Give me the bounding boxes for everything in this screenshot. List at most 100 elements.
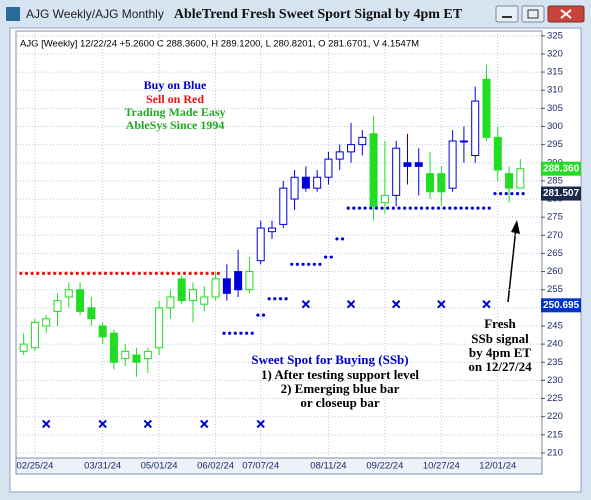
plot: 2102152202252302352402452502552602652702… [16, 30, 581, 472]
support-dot [261, 313, 266, 317]
resistance-dot [92, 271, 96, 275]
candle-body [53, 300, 62, 312]
maximize-icon [527, 9, 539, 19]
support-dot [284, 297, 288, 301]
y-tick-label: 245 [547, 320, 563, 331]
price-tag-label: 250.695 [543, 300, 580, 311]
minimize-button[interactable] [495, 5, 519, 23]
signal-x [346, 300, 356, 309]
support-dot [295, 262, 299, 266]
candle-body [471, 100, 480, 156]
x-tick-label: 08/11/24 [310, 461, 346, 472]
resistance-dot [126, 271, 130, 275]
resistance-dot [19, 271, 23, 275]
y-tick-label: 270 [547, 230, 563, 241]
y-tick-label: 320 [547, 48, 563, 59]
resistance-dot [81, 271, 85, 275]
close-icon [560, 9, 572, 19]
candle-body [403, 162, 412, 167]
support-dot [233, 331, 237, 335]
resistance-dot [154, 271, 158, 275]
annotation: SSb signal [471, 331, 529, 346]
candle-body [347, 144, 356, 153]
resistance-dot [177, 271, 181, 275]
support-dot [250, 331, 254, 335]
support-dot [448, 206, 452, 210]
candle-body [313, 176, 322, 189]
chart-title: AbleTrend Fresh Sweet Sport Signal by 4p… [174, 7, 463, 22]
signal-x [391, 300, 401, 309]
y-tick-label: 265 [547, 248, 563, 259]
candle-body [42, 318, 51, 327]
candle-body [166, 296, 175, 309]
y-tick-label: 230 [547, 375, 563, 386]
support-dot [425, 206, 429, 210]
resistance-dot [182, 271, 187, 275]
price-tag-label: 281.507 [543, 188, 580, 199]
y-tick-label: 285 [547, 175, 563, 186]
annotation: Buy on Blue [144, 78, 207, 92]
arrow-head [511, 220, 520, 234]
support-dot [222, 331, 226, 335]
candle-body [301, 176, 310, 189]
candle-body [87, 307, 96, 320]
resistance-dot [98, 271, 102, 275]
annotation: on 12/27/24 [468, 359, 532, 374]
candle-body [19, 343, 28, 352]
resistance-dot [149, 271, 153, 275]
support-dot [386, 206, 390, 210]
x-tick-label: 03/31/24 [84, 461, 121, 472]
support-dot [307, 262, 311, 266]
candle-body [234, 271, 243, 291]
resistance-dot [109, 271, 113, 275]
resistance-dot [70, 271, 74, 275]
signal-x [42, 419, 51, 429]
support-dot [324, 255, 328, 259]
support-dot [340, 237, 345, 241]
candle-body [369, 133, 378, 207]
support-dot [239, 331, 243, 335]
resistance-dot [194, 271, 198, 275]
annotation: Trading Made Easy [124, 105, 225, 119]
x-tick-label: 12/01/24 [479, 461, 516, 472]
support-dot [335, 237, 339, 241]
support-dot [301, 262, 305, 266]
candle-body [516, 168, 525, 189]
candle-body [279, 187, 288, 225]
y-tick-label: 240 [547, 339, 563, 350]
annotation: Fresh [484, 316, 516, 331]
x-axis-band [15, 457, 543, 475]
resistance-dot [216, 271, 220, 275]
candle-body [426, 173, 435, 193]
support-dot [369, 206, 373, 210]
resistance-dot [53, 271, 57, 275]
signal-x [301, 300, 311, 309]
y-tick-label: 235 [547, 357, 563, 368]
candle-body [358, 136, 367, 146]
price-tag [541, 186, 581, 201]
resistance-dot [205, 271, 209, 275]
support-dot [515, 191, 520, 196]
resistance-dot [86, 271, 91, 275]
signal-x [200, 419, 209, 429]
resistance-dot [171, 271, 175, 275]
y-tick-label: 295 [547, 139, 563, 150]
support-dot [498, 191, 503, 196]
support-dot [352, 206, 356, 210]
annotation: Sweet Spot for Buying (SSb) [251, 352, 408, 367]
maximize-button[interactable] [521, 5, 545, 23]
x-tick-label: 02/25/24 [16, 461, 53, 472]
resistance-dot [143, 271, 147, 275]
signal-x [98, 419, 107, 429]
support-dot [504, 191, 508, 196]
annotation: 2) Emerging blue bar [281, 381, 400, 396]
annotation: by 4pm ET [469, 345, 531, 360]
resistance-dot [41, 271, 46, 275]
candle-body [493, 136, 502, 171]
candle-body [482, 78, 491, 138]
support-dot [431, 206, 435, 210]
resistance-dot [160, 271, 164, 275]
support-dot [493, 191, 497, 196]
support-dot [318, 262, 322, 266]
